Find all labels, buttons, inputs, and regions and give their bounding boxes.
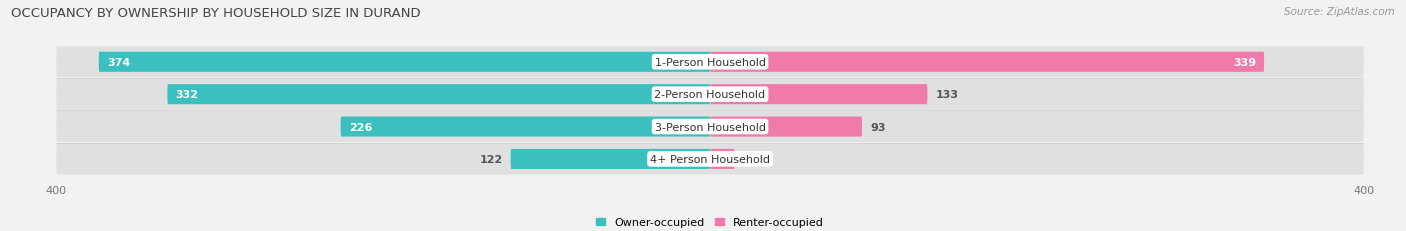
FancyBboxPatch shape	[710, 117, 862, 137]
Text: 1-Person Household: 1-Person Household	[655, 58, 765, 67]
Legend: Owner-occupied, Renter-occupied: Owner-occupied, Renter-occupied	[596, 217, 824, 227]
FancyBboxPatch shape	[56, 79, 1364, 110]
Text: Source: ZipAtlas.com: Source: ZipAtlas.com	[1284, 7, 1395, 17]
Text: 374: 374	[107, 58, 131, 67]
Text: 122: 122	[479, 154, 502, 164]
Text: 2-Person Household: 2-Person Household	[654, 90, 766, 100]
Text: 93: 93	[870, 122, 886, 132]
FancyBboxPatch shape	[56, 47, 1364, 78]
FancyBboxPatch shape	[56, 144, 1364, 175]
Text: 0: 0	[742, 154, 751, 164]
FancyBboxPatch shape	[340, 117, 710, 137]
Text: 226: 226	[349, 122, 373, 132]
FancyBboxPatch shape	[56, 112, 1364, 143]
Text: 339: 339	[1233, 58, 1256, 67]
Text: 4+ Person Household: 4+ Person Household	[650, 154, 770, 164]
Text: 133: 133	[935, 90, 959, 100]
FancyBboxPatch shape	[710, 85, 928, 105]
Text: OCCUPANCY BY OWNERSHIP BY HOUSEHOLD SIZE IN DURAND: OCCUPANCY BY OWNERSHIP BY HOUSEHOLD SIZE…	[11, 7, 420, 20]
FancyBboxPatch shape	[710, 52, 1264, 73]
FancyBboxPatch shape	[710, 149, 734, 169]
FancyBboxPatch shape	[510, 149, 710, 169]
Text: 332: 332	[176, 90, 198, 100]
FancyBboxPatch shape	[98, 52, 710, 73]
FancyBboxPatch shape	[167, 85, 710, 105]
Text: 3-Person Household: 3-Person Household	[655, 122, 765, 132]
